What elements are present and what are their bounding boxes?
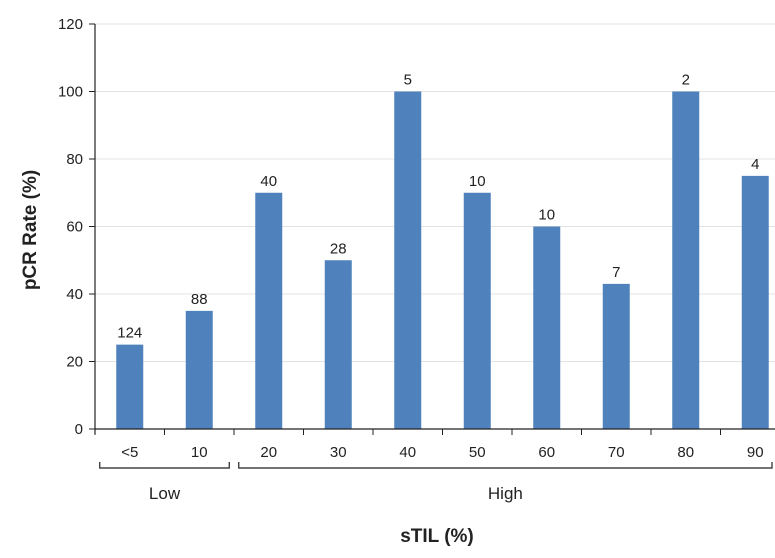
labels: 0 20 40 60 80 100 120 124 <5 88 10 40 20 28 30 5 40 10 50 1… <box>58 16 764 503</box>
x-tick-label: 60 <box>538 444 555 461</box>
x-tick-label: 20 <box>260 444 277 461</box>
bar-data-label: 5 <box>404 72 412 89</box>
group-bracket <box>238 462 773 469</box>
bar-data-label: 124 <box>117 325 142 342</box>
y-tick-label: 0 <box>75 421 83 438</box>
y-tick-label: 80 <box>66 151 83 168</box>
group-label: Low <box>149 484 181 503</box>
y-axis-title: pCR Rate (%) <box>20 170 41 290</box>
x-tick-label: 90 <box>747 444 764 461</box>
bar-data-label: 2 <box>682 72 690 89</box>
x-tick-label: 40 <box>399 444 416 461</box>
x-tick-label: 10 <box>191 444 208 461</box>
bars <box>116 91 769 429</box>
bar <box>672 91 700 429</box>
y-tick-label: 100 <box>58 84 83 101</box>
axes <box>89 23 775 469</box>
y-tick-label: 20 <box>66 354 83 371</box>
bar <box>463 192 491 429</box>
x-tick-label: 50 <box>469 444 486 461</box>
bar <box>741 175 769 429</box>
bar-data-label: 28 <box>330 240 347 257</box>
bar-data-label: 10 <box>538 207 555 224</box>
bar <box>533 226 561 429</box>
bar-data-label: 10 <box>469 173 486 190</box>
x-tick-label: 30 <box>330 444 347 461</box>
bar <box>324 260 352 429</box>
y-tick-label: 120 <box>58 16 83 33</box>
bar-data-label: 7 <box>612 264 620 281</box>
bar <box>116 344 144 429</box>
bar <box>394 91 422 429</box>
y-tick-label: 40 <box>66 286 83 303</box>
x-tick-label: <5 <box>121 444 138 461</box>
group-label: High <box>488 484 523 503</box>
bar-data-label: 40 <box>260 173 277 190</box>
x-axis-title: sTIL (%) <box>400 526 474 547</box>
bar-data-label: 4 <box>751 156 759 173</box>
x-tick-label: 80 <box>677 444 694 461</box>
group-bracket <box>99 462 230 469</box>
y-tick-label: 60 <box>66 219 83 236</box>
bar <box>602 283 630 429</box>
bar <box>255 192 283 429</box>
x-tick-label: 70 <box>608 444 625 461</box>
bar <box>185 310 213 429</box>
bar-data-label: 88 <box>191 291 208 308</box>
grid-lines <box>95 23 775 362</box>
